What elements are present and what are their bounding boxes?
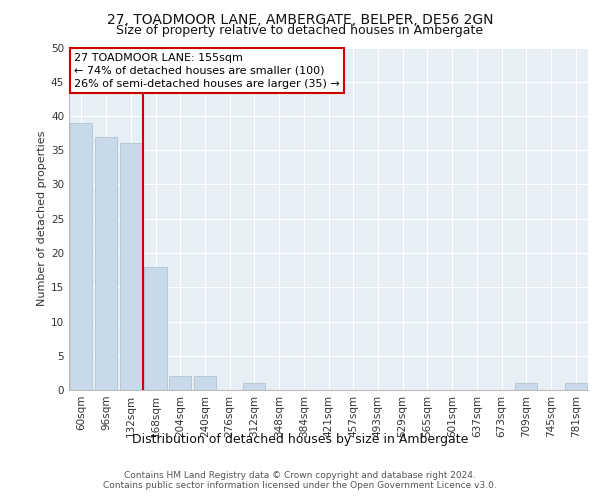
Text: Contains HM Land Registry data © Crown copyright and database right 2024.: Contains HM Land Registry data © Crown c…	[124, 471, 476, 480]
Bar	[119, 144, 142, 390]
Text: 27, TOADMOOR LANE, AMBERGATE, BELPER, DE56 2GN: 27, TOADMOOR LANE, AMBERGATE, BELPER, DE…	[107, 12, 493, 26]
Bar	[565, 383, 587, 390]
Text: Distribution of detached houses by size in Ambergate: Distribution of detached houses by size …	[132, 432, 468, 446]
Text: 27 TOADMOOR LANE: 155sqm
← 74% of detached houses are smaller (100)
26% of semi-: 27 TOADMOOR LANE: 155sqm ← 74% of detach…	[74, 52, 340, 89]
Bar	[145, 266, 167, 390]
Bar	[194, 376, 216, 390]
Bar	[95, 136, 117, 390]
Text: Contains public sector information licensed under the Open Government Licence v3: Contains public sector information licen…	[103, 481, 497, 490]
Y-axis label: Number of detached properties: Number of detached properties	[37, 131, 47, 306]
Bar	[169, 376, 191, 390]
Bar	[243, 383, 265, 390]
Bar	[515, 383, 538, 390]
Bar	[70, 123, 92, 390]
Text: Size of property relative to detached houses in Ambergate: Size of property relative to detached ho…	[116, 24, 484, 37]
